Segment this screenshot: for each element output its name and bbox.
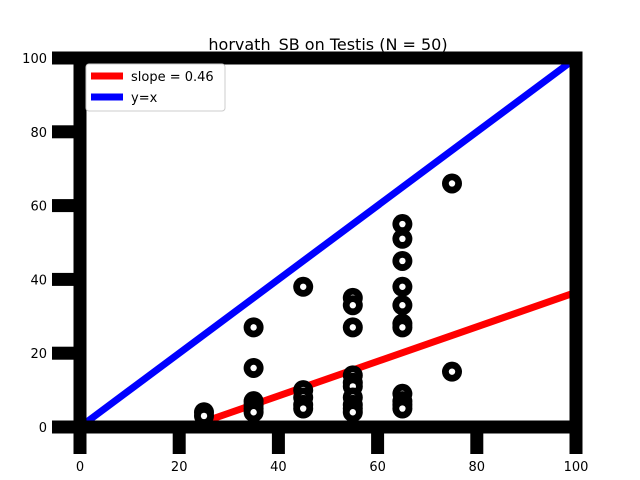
y-tick-label-6: 100	[22, 52, 47, 67]
y-tick-label-1: 0	[39, 421, 47, 436]
data-point-23	[342, 402, 363, 423]
data-point-9	[293, 276, 314, 297]
data-point-3	[243, 317, 264, 338]
y-tick-label-5: 80	[30, 126, 47, 141]
data-point-center	[399, 324, 406, 331]
x-tick-2	[172, 427, 186, 454]
x-tick-label-5: 80	[469, 460, 486, 475]
data-point-center	[399, 235, 406, 243]
data-point-center	[399, 405, 406, 412]
data-point-4	[243, 357, 264, 378]
y-tick-1	[52, 420, 80, 434]
legend-label-2: y=x	[131, 91, 158, 106]
data-point-center	[399, 302, 406, 309]
frame-right	[569, 51, 583, 434]
legend: slope = 0.46 y=x	[85, 63, 226, 112]
data-point-center	[349, 409, 356, 416]
data-point-center	[300, 405, 307, 412]
fit-lines	[77, 55, 579, 431]
y-tick-5	[52, 125, 80, 139]
frame-left	[73, 51, 87, 434]
plot-frame	[73, 51, 583, 434]
legend-label-1: slope = 0.46	[131, 70, 214, 85]
data-point-center	[399, 220, 406, 228]
y-tick-label-3: 40	[30, 273, 47, 288]
data-point-34	[392, 398, 413, 419]
y-tick-6	[52, 51, 80, 65]
x-tick-4	[371, 427, 385, 454]
x-tick-3	[271, 427, 285, 454]
data-point-30	[392, 317, 413, 338]
data-point-25	[392, 228, 413, 249]
y-tick-2	[52, 346, 80, 360]
data-point-24	[392, 214, 413, 235]
data-point-13	[293, 398, 314, 419]
data-point-center	[300, 283, 307, 290]
data-point-center	[448, 180, 456, 187]
x-tick-5	[470, 427, 484, 454]
y-tick-label-4: 60	[30, 200, 47, 215]
y-tick-4	[52, 199, 80, 213]
data-point-center	[349, 324, 356, 331]
data-point-center	[399, 283, 406, 290]
y-tick-label-2: 20	[30, 347, 47, 362]
data-point-8	[243, 402, 264, 423]
frame-bottom	[73, 420, 583, 434]
y-tick-3	[52, 272, 80, 286]
data-point-36	[442, 361, 462, 382]
data-point-35	[442, 173, 462, 194]
data-point-center	[200, 412, 208, 420]
data-point-center	[250, 324, 257, 331]
x-tick-6	[569, 427, 583, 454]
data-point-center	[448, 368, 456, 375]
x-tick-label-4: 60	[369, 460, 386, 475]
axis-ticks: 0 20 40 60 80 100 0 20 40 60 80 100	[22, 51, 589, 475]
x-tick-label-2: 20	[171, 460, 188, 475]
data-point-16	[342, 317, 363, 338]
data-point-center	[250, 364, 257, 372]
series-line-2	[77, 55, 579, 430]
frame-top	[73, 51, 583, 65]
data-point-center	[250, 409, 257, 416]
data-points	[194, 173, 462, 426]
x-tick-label-6: 100	[564, 460, 589, 475]
data-point-26	[392, 250, 413, 271]
chart-title: horvath_SB on Testis (N = 50)	[208, 35, 447, 55]
data-point-center	[399, 257, 406, 265]
x-tick-label-3: 40	[270, 460, 287, 475]
x-tick-label-1: 0	[76, 460, 84, 475]
data-point-15	[342, 295, 363, 316]
x-tick-1	[73, 427, 87, 454]
data-point-center	[349, 302, 356, 309]
data-point-28	[392, 295, 413, 316]
data-point-27	[392, 276, 413, 297]
